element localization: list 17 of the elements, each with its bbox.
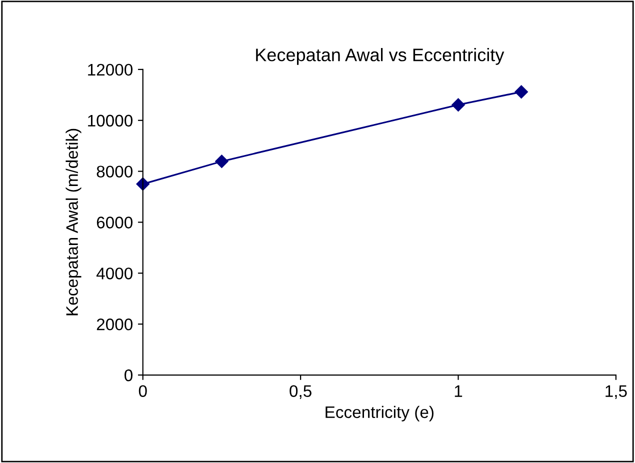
x-tick-label: 0,5 bbox=[290, 385, 312, 399]
point bbox=[215, 154, 228, 168]
x-tick-label: 0 bbox=[138, 385, 147, 397]
point bbox=[452, 98, 465, 112]
y-tick-label: 10000 bbox=[88, 114, 133, 127]
y-tick-label: 2000 bbox=[96, 318, 133, 330]
y-axis-title: Kecepatan Awal (m/detik) bbox=[66, 128, 82, 316]
y-tick-label: 4000 bbox=[96, 268, 133, 280]
x-axis-title: Eccentricity (e) bbox=[326, 406, 434, 422]
y-tick-label: 0 bbox=[124, 369, 132, 382]
y-tick-label: 8000 bbox=[96, 166, 133, 178]
x-tick-label: 1 bbox=[454, 385, 462, 397]
y-tick-label: 12000 bbox=[88, 64, 133, 76]
point bbox=[514, 85, 528, 98]
x-tick-label: 1,5 bbox=[606, 385, 627, 399]
chart-title: Kecepatan Awal vs Eccentricity bbox=[256, 48, 504, 65]
y-tick-label: 6000 bbox=[96, 216, 133, 228]
